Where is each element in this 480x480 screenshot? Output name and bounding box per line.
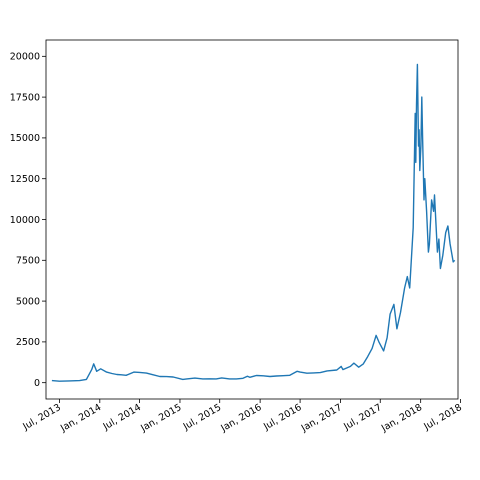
x-tick-label: Jan, 2014 xyxy=(58,402,103,434)
price-series-line xyxy=(51,63,456,382)
plot-frame xyxy=(45,39,459,400)
y-tick-label: 17500 xyxy=(10,92,40,103)
x-tick-label: Jul, 2018 xyxy=(421,402,463,433)
series-layer xyxy=(51,63,456,382)
x-tick-label: Jul, 2015 xyxy=(181,402,223,433)
y-tick-label: 12500 xyxy=(10,174,40,185)
y-tick-label: 15000 xyxy=(10,133,40,144)
y-tick-label: 5000 xyxy=(16,296,40,307)
x-tick-label: Jul, 2017 xyxy=(341,402,383,433)
y-tick-label: 0 xyxy=(34,378,40,389)
x-tick-label: Jul, 2016 xyxy=(261,402,303,433)
x-tick-label: Jan, 2018 xyxy=(379,402,424,434)
y-tick-label: 7500 xyxy=(16,256,40,267)
plot-area xyxy=(46,40,458,399)
x-tick-label: Jul, 2013 xyxy=(20,402,62,433)
y-tick-label: 10000 xyxy=(10,215,40,226)
y-tick-label: 20000 xyxy=(10,52,40,63)
x-tick-label: Jan, 2017 xyxy=(299,402,344,434)
x-tick-label: Jan, 2015 xyxy=(138,402,183,434)
x-tick-label: Jul, 2014 xyxy=(101,402,143,433)
x-tick-label: Jan, 2016 xyxy=(218,402,263,434)
y-tick-label: 2500 xyxy=(16,337,40,348)
